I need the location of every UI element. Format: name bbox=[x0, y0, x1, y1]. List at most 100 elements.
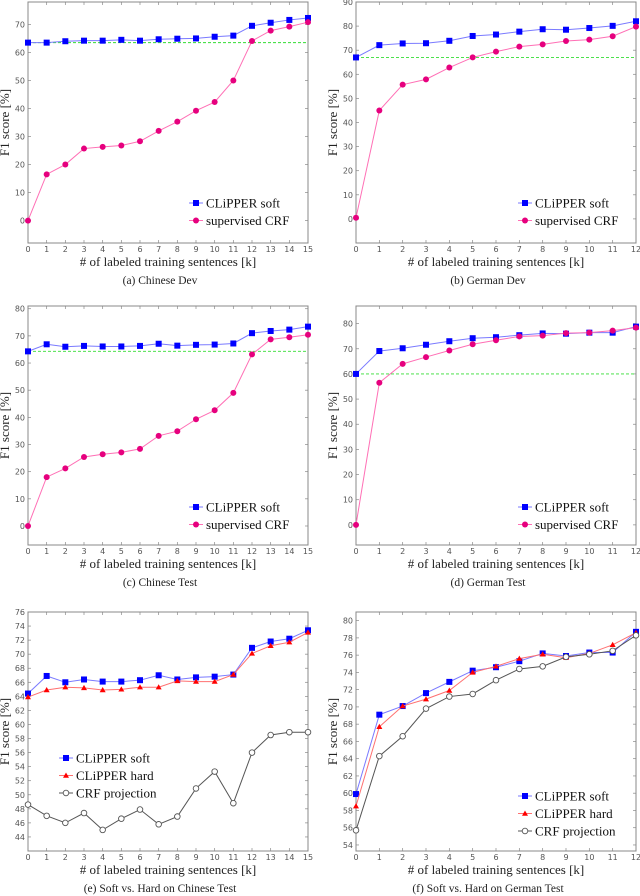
data-point bbox=[286, 635, 293, 642]
x-tick-label: 6 bbox=[493, 547, 498, 556]
data-point bbox=[353, 214, 359, 221]
y-tick-label: 80 bbox=[343, 617, 353, 626]
data-point bbox=[305, 19, 311, 26]
data-point bbox=[81, 37, 87, 44]
x-tick-label: 1 bbox=[377, 245, 382, 254]
data-point bbox=[376, 723, 383, 729]
y-axis-label: F1 score [%] bbox=[0, 392, 12, 459]
x-tick-label: 10 bbox=[210, 245, 220, 254]
x-tick-label: 4 bbox=[447, 245, 452, 254]
data-point bbox=[286, 334, 293, 341]
data-point bbox=[493, 337, 499, 344]
data-point bbox=[137, 677, 143, 684]
data-point bbox=[493, 334, 499, 341]
caption: (e) Soft vs. Hard on Chinese Test bbox=[84, 883, 237, 895]
legend-label: supervised CRF bbox=[535, 213, 618, 228]
caption: (d) German Test bbox=[451, 577, 527, 589]
series-line bbox=[27, 629, 309, 694]
data-point bbox=[155, 127, 162, 134]
data-point bbox=[446, 687, 453, 693]
x-tick-label: 7 bbox=[517, 547, 522, 556]
y-tick-label: 76 bbox=[15, 608, 25, 617]
x-tick-label: 14 bbox=[284, 853, 294, 862]
x-tick-label: 4 bbox=[100, 547, 105, 556]
data-point bbox=[174, 118, 181, 125]
data-point bbox=[267, 731, 274, 739]
x-tick-label: 13 bbox=[266, 245, 276, 254]
y-tick-label: 30 bbox=[15, 133, 25, 142]
data-point bbox=[80, 809, 88, 817]
data-point bbox=[249, 650, 255, 656]
x-tick-label: 2 bbox=[63, 245, 68, 254]
legend-marker bbox=[193, 504, 199, 510]
x-tick-label: 10 bbox=[584, 547, 594, 556]
data-point bbox=[193, 341, 199, 348]
y-tick-label: 40 bbox=[343, 420, 353, 429]
data-point bbox=[43, 171, 50, 178]
y-tick-label: 0 bbox=[20, 522, 25, 531]
y-tick-label: 50 bbox=[15, 76, 25, 85]
x-tick-label: 3 bbox=[81, 547, 86, 556]
data-point bbox=[469, 341, 476, 348]
y-tick-label: 80 bbox=[343, 22, 353, 31]
data-point bbox=[155, 821, 162, 828]
x-axis-label: # of labeled training sentences [k] bbox=[408, 862, 585, 877]
data-point bbox=[81, 145, 87, 152]
y-tick-label: 20 bbox=[15, 468, 25, 477]
x-tick-label: 15 bbox=[303, 853, 313, 862]
data-point bbox=[446, 64, 453, 71]
data-point bbox=[137, 37, 143, 44]
data-point bbox=[305, 629, 311, 635]
data-point bbox=[423, 696, 429, 702]
data-point bbox=[118, 36, 125, 43]
data-point bbox=[609, 641, 616, 647]
series-clipper_hard bbox=[353, 629, 639, 809]
data-point bbox=[118, 678, 125, 685]
legend-label: supervised CRF bbox=[206, 213, 289, 228]
x-tick-label: 9 bbox=[193, 547, 198, 556]
x-tick-label: 5 bbox=[470, 853, 475, 862]
y-tick-label: 10 bbox=[15, 189, 25, 198]
data-point bbox=[99, 826, 106, 834]
x-tick-label: 5 bbox=[119, 853, 124, 862]
y-tick-label: 0 bbox=[348, 215, 353, 224]
x-tick-label: 4 bbox=[447, 547, 452, 556]
data-point bbox=[62, 684, 69, 690]
x-tick-label: 8 bbox=[540, 245, 545, 254]
x-tick-label: 12 bbox=[247, 853, 257, 862]
y-tick-label: 70 bbox=[15, 332, 25, 341]
data-point bbox=[305, 323, 311, 330]
data-point bbox=[211, 33, 218, 40]
data-point bbox=[493, 31, 499, 38]
x-tick-label: 8 bbox=[540, 853, 545, 862]
y-tick-label: 40 bbox=[15, 413, 25, 422]
x-tick-label: 0 bbox=[353, 853, 358, 862]
y-tick-label: 30 bbox=[343, 143, 353, 152]
y-tick-label: 72 bbox=[343, 686, 353, 695]
data-point bbox=[267, 19, 274, 26]
data-point bbox=[25, 39, 31, 46]
data-point bbox=[633, 324, 639, 331]
data-point bbox=[62, 465, 69, 472]
data-point bbox=[192, 785, 200, 792]
y-tick-label: 10 bbox=[15, 495, 25, 504]
data-point bbox=[43, 474, 50, 481]
data-point bbox=[249, 330, 255, 337]
data-point bbox=[376, 42, 383, 49]
x-tick-label: 6 bbox=[137, 245, 142, 254]
data-point bbox=[516, 658, 523, 665]
y-tick-label: 50 bbox=[15, 791, 25, 800]
data-point bbox=[267, 27, 274, 34]
y-tick-label: 20 bbox=[15, 161, 25, 170]
data-point bbox=[353, 791, 359, 798]
x-tick-label: 11 bbox=[608, 245, 618, 254]
x-tick-label: 15 bbox=[303, 547, 313, 556]
legend: CLiPPER soft supervised CRF bbox=[189, 500, 289, 532]
data-point bbox=[230, 389, 237, 396]
series-clipper_soft bbox=[25, 627, 311, 697]
legend-label: CLiPPER soft bbox=[206, 500, 280, 515]
legend-label: CLiPPER soft bbox=[76, 751, 150, 766]
x-axis-label: # of labeled training sentences [k] bbox=[80, 862, 257, 877]
data-point bbox=[423, 354, 429, 361]
data-point bbox=[211, 341, 218, 348]
